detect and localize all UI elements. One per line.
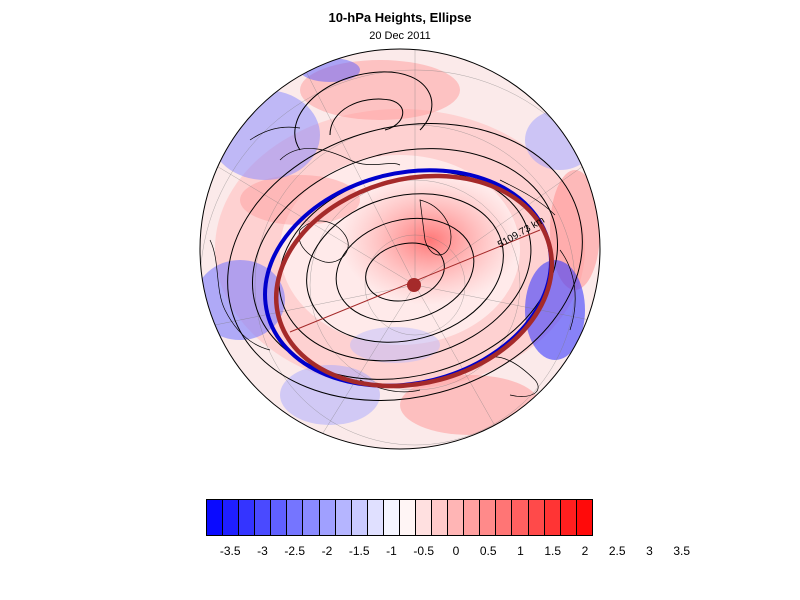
colorbar-swatch (223, 500, 240, 535)
colorbar-tick-label: 0.5 (479, 544, 497, 558)
colorbar-swatch (560, 500, 577, 535)
map-title: 10-hPa Heights, Ellipse (328, 10, 472, 25)
anomaly-red-west (240, 175, 360, 225)
colorbar-swatch (351, 500, 368, 535)
colorbar-tick-label: 2.5 (608, 544, 626, 558)
colorbar-swatch (432, 500, 449, 535)
colorbar-swatch (207, 500, 224, 535)
colorbar-swatch (464, 500, 481, 535)
anomaly-blue-south (350, 327, 440, 363)
contour-3 (306, 193, 504, 343)
colorbar-tick-label: -3 (257, 544, 268, 558)
contour-1 (365, 242, 445, 302)
colorbar-swatch (287, 500, 304, 535)
height-contours (227, 71, 583, 401)
anomaly-red-east (550, 170, 600, 290)
colorbar-swatch (528, 500, 545, 535)
colorbar-tick-label: 2 (581, 544, 589, 558)
colorbar-swatch (480, 500, 497, 535)
colorbar-swatch (448, 500, 465, 535)
colorbar-swatch (576, 500, 592, 535)
colorbar-swatch (271, 500, 288, 535)
colorbar-swatch (335, 500, 352, 535)
contour-5 (252, 148, 558, 380)
colorbar-swatch (239, 500, 256, 535)
coastlines (209, 126, 576, 397)
colorbar-swatch (255, 500, 272, 535)
colorbar-swatch (303, 500, 320, 535)
colorbar-tick-label: 1 (517, 544, 524, 558)
contour-high-north (294, 71, 433, 151)
anomaly-blue-northwest (210, 90, 320, 180)
colorbar-swatch (544, 500, 561, 535)
colorbar-tick-label: 3.5 (673, 544, 691, 558)
colorbar-swatch (367, 500, 384, 535)
map-subtitle: 20 Dec 2011 (369, 30, 431, 42)
colorbar-tick-label: 0 (452, 544, 460, 558)
contour-6 (227, 123, 583, 401)
colorbar (206, 499, 593, 536)
colorbar-swatch (496, 500, 513, 535)
anomaly-blue-northeast (525, 110, 595, 170)
colorbar-swatch (399, 500, 417, 535)
ellipse-center-marker (407, 278, 421, 292)
colorbar-tick-label: -3.5 (219, 544, 241, 558)
colorbar-swatch (512, 500, 529, 535)
colorbar-swatch (416, 500, 433, 535)
anomaly-blue-west (200, 260, 285, 340)
colorbar-tick-label: 1.5 (544, 544, 562, 558)
contour-high-north-inner (329, 98, 403, 136)
colorbar-tick-label: -1.5 (348, 544, 370, 558)
fitted-ellipse (273, 173, 555, 389)
anomaly-field (200, 58, 600, 435)
colorbar-tick-label: -0.5 (413, 544, 435, 558)
contour-2 (335, 217, 475, 323)
colorbar-tick-label: 3 (646, 544, 653, 558)
globe-border (199, 48, 601, 450)
colorbar-swatch (319, 500, 336, 535)
colorbar-tick-label: -2 (321, 544, 333, 558)
colorbar-labels: -3.5 -3 -2.5 -2 -1.5 -1 -0.5 0 0.5 1 1.5 2 2.5 3 3.5 (0, 544, 800, 564)
colorbar-tick-label: -1 (386, 544, 397, 558)
colorbar-tick-label: -2.5 (284, 544, 306, 558)
colorbar-swatch (383, 500, 400, 535)
